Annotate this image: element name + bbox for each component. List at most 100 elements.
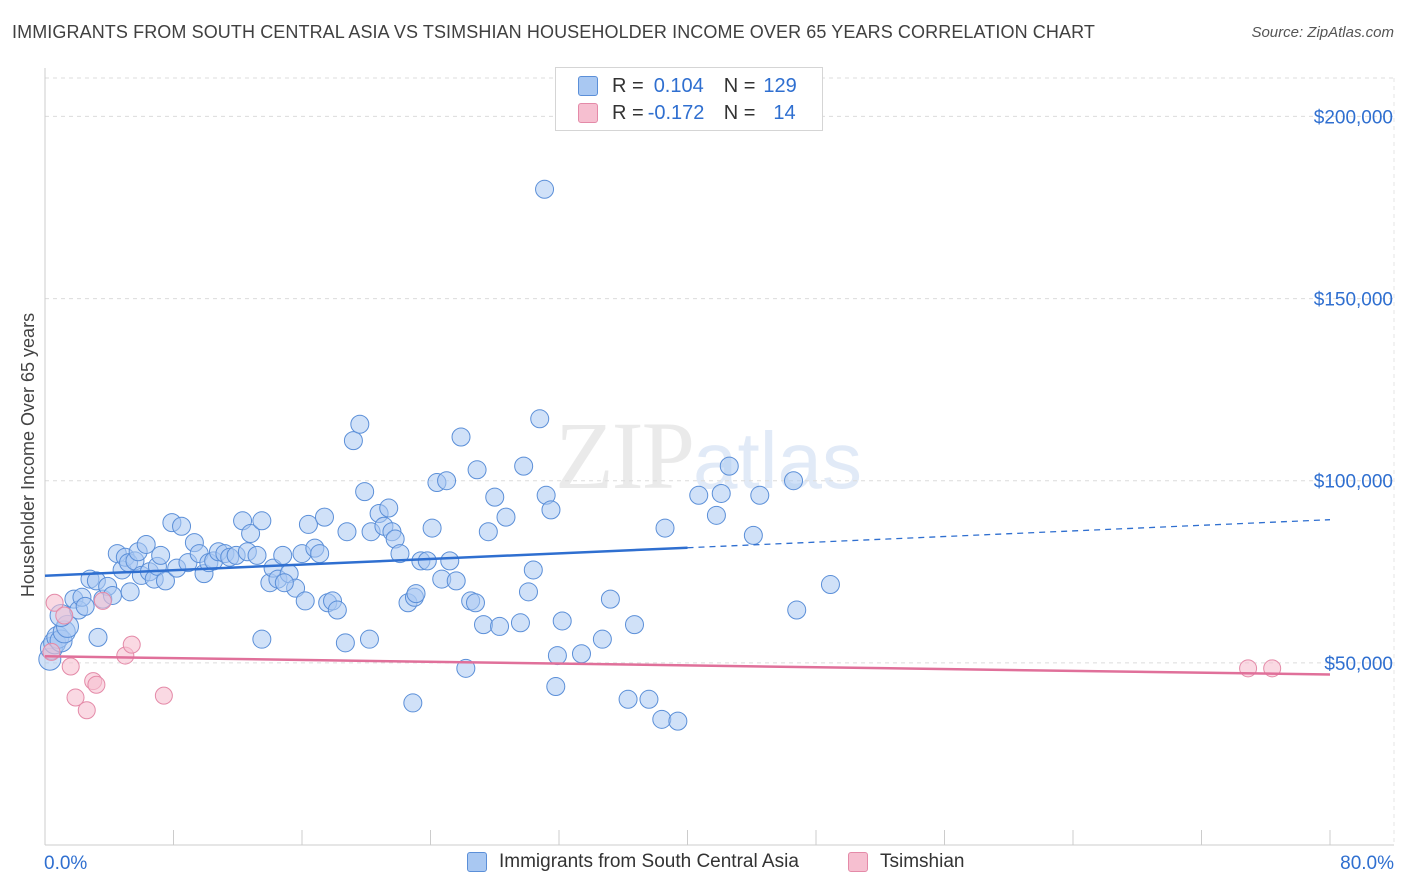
x-tick-label-max: 80.0% xyxy=(1340,853,1394,874)
legend-label-immigrants: Immigrants from South Central Asia xyxy=(499,851,799,872)
point-immigrants xyxy=(706,505,726,525)
point-immigrants xyxy=(274,573,294,593)
point-immigrants xyxy=(571,644,591,664)
point-immigrants xyxy=(310,544,330,564)
trend-immigrants-solid xyxy=(44,546,688,578)
point-tsimshian xyxy=(77,701,96,720)
point-tsimshian xyxy=(87,675,106,694)
chart-title: IMMIGRANTS FROM SOUTH CENTRAL ASIA VS TS… xyxy=(12,22,1095,42)
point-tsimshian xyxy=(42,642,61,661)
point-immigrants xyxy=(474,615,494,635)
point-immigrants xyxy=(451,427,471,447)
legend-item-immigrants: Immigrants from South Central Asia xyxy=(467,851,799,873)
legend-swatch-pink xyxy=(578,103,598,123)
series-tsimshian-points xyxy=(42,591,1282,720)
point-immigrants xyxy=(335,633,355,653)
stats-legend: R = 0.104 N = 129 R = -0.172 N = 14 xyxy=(555,67,823,131)
point-immigrants xyxy=(535,179,555,199)
point-immigrants xyxy=(624,615,644,635)
point-immigrants xyxy=(327,600,347,620)
point-immigrants xyxy=(437,471,457,491)
point-immigrants xyxy=(120,582,140,602)
point-immigrants xyxy=(422,518,442,538)
point-immigrants xyxy=(655,518,675,538)
legend-n-label: N = xyxy=(723,74,756,97)
point-immigrants xyxy=(355,482,375,502)
point-immigrants xyxy=(252,629,272,649)
point-tsimshian xyxy=(66,688,85,707)
point-immigrants xyxy=(711,483,731,503)
trend-lines xyxy=(44,519,1331,676)
legend-n-value: 129 xyxy=(763,74,797,97)
y-axis-title: Householder Income Over 65 years xyxy=(18,313,38,597)
point-immigrants xyxy=(784,471,804,491)
point-tsimshian xyxy=(61,657,80,676)
watermark-zip: ZIP xyxy=(555,402,695,509)
legend-item-tsimshian: Tsimshian xyxy=(848,851,964,873)
gridlines xyxy=(45,77,1395,845)
legend-swatch-blue xyxy=(467,852,487,872)
point-immigrants xyxy=(247,545,267,565)
point-immigrants xyxy=(467,460,487,480)
point-immigrants xyxy=(541,500,561,520)
point-immigrants xyxy=(241,524,261,544)
point-immigrants xyxy=(343,431,363,451)
point-tsimshian xyxy=(122,635,141,654)
legend-n-value: 14 xyxy=(773,101,796,124)
point-immigrants xyxy=(546,677,566,697)
axes xyxy=(44,68,1394,846)
point-immigrants xyxy=(552,611,572,631)
point-immigrants xyxy=(136,534,156,554)
x-tick-label-min: 0.0% xyxy=(44,853,87,874)
series-immigrants-points xyxy=(38,179,840,731)
point-immigrants xyxy=(379,498,399,518)
point-immigrants xyxy=(485,487,505,507)
point-immigrants xyxy=(456,658,476,678)
legend-r-value: -0.172 xyxy=(647,101,705,124)
point-immigrants xyxy=(510,613,530,633)
point-immigrants xyxy=(478,522,498,542)
trend-tsimshian xyxy=(44,655,1331,676)
legend-row-immigrants: R = 0.104 N = 129 xyxy=(578,74,797,98)
point-immigrants xyxy=(440,551,460,571)
point-immigrants xyxy=(359,629,379,649)
legend-swatch-pink xyxy=(848,852,868,872)
point-immigrants xyxy=(155,571,175,591)
point-immigrants xyxy=(787,600,807,620)
y-tick-label: $150,000 xyxy=(1314,290,1393,311)
point-immigrants xyxy=(639,689,659,709)
legend-r-value: 0.104 xyxy=(653,74,704,97)
point-immigrants xyxy=(417,551,437,571)
y-tick-label: $100,000 xyxy=(1314,472,1393,493)
legend-row-tsimshian: R = -0.172 N = 14 xyxy=(578,101,796,125)
y-tick-label: $200,000 xyxy=(1314,107,1393,128)
point-immigrants xyxy=(350,414,370,434)
trend-immigrants-dashed xyxy=(687,519,1331,549)
point-immigrants xyxy=(390,544,410,564)
point-immigrants xyxy=(652,709,672,729)
point-immigrants xyxy=(295,591,315,611)
point-immigrants xyxy=(518,582,538,602)
point-immigrants xyxy=(496,507,516,527)
point-immigrants xyxy=(151,545,171,565)
point-tsimshian xyxy=(45,593,64,612)
watermark: ZIPatlas xyxy=(555,400,862,511)
point-immigrants xyxy=(600,589,620,609)
point-immigrants xyxy=(618,689,638,709)
point-immigrants xyxy=(490,616,510,636)
point-immigrants xyxy=(252,511,272,531)
y-tick-label: $50,000 xyxy=(1324,654,1393,675)
point-immigrants xyxy=(172,516,192,536)
point-immigrants xyxy=(750,485,770,505)
legend-r-label: R = xyxy=(612,74,644,97)
point-immigrants xyxy=(689,485,709,505)
point-immigrants xyxy=(547,646,567,666)
point-immigrants xyxy=(314,507,334,527)
point-immigrants xyxy=(446,571,466,591)
source-label: Source: ZipAtlas.com xyxy=(1251,24,1394,41)
point-immigrants xyxy=(465,593,485,613)
legend-label-tsimshian: Tsimshian xyxy=(880,851,965,872)
point-immigrants xyxy=(88,627,108,647)
point-immigrants xyxy=(514,456,534,476)
